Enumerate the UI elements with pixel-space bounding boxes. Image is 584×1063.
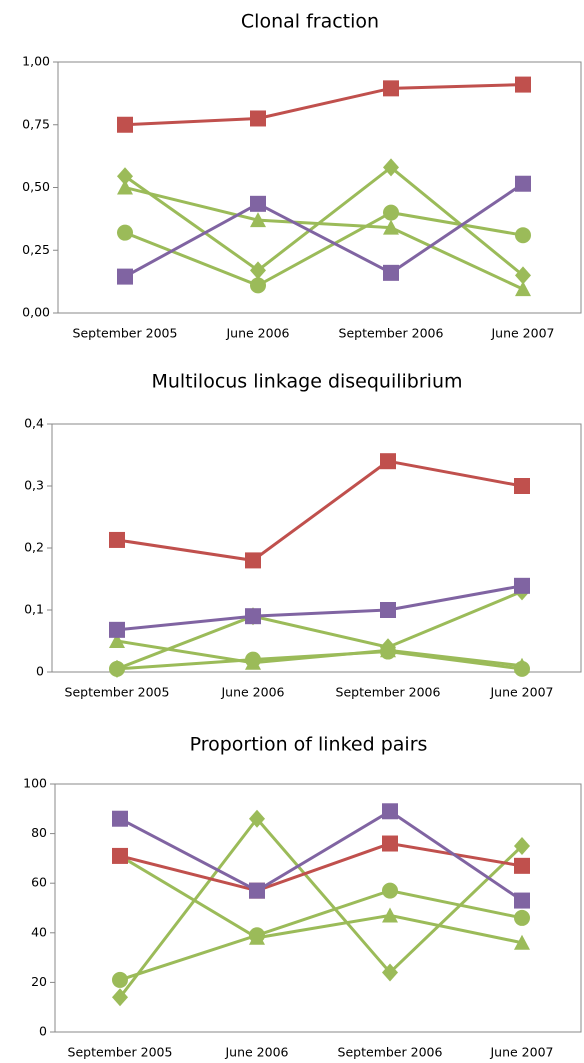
marker [382,835,398,852]
y-tick-label: 0,00 [22,305,50,320]
chart-title: Multilocus linkage disequilibrium [151,371,462,393]
marker [514,934,530,950]
x-tick-label: September 2006 [336,685,441,700]
y-tick-label: 0,1 [24,602,44,617]
marker [117,116,133,133]
marker [515,175,531,192]
x-tick-label: September 2006 [338,1045,443,1060]
marker [117,268,133,285]
series-line [116,459,523,562]
y-tick-label: 0 [39,1024,47,1039]
series-line [116,584,523,632]
marker [382,803,398,820]
marker [250,277,266,294]
marker [109,633,125,648]
y-tick-label: 80 [31,825,47,840]
marker [514,837,530,855]
marker [250,195,266,212]
y-tick-label: 20 [31,974,47,989]
marker [112,810,128,827]
x-tick-label: June 2007 [490,326,554,341]
marker [514,577,530,594]
y-tick-label: 0,3 [24,478,44,493]
marker [382,963,398,982]
y-tick-label: 0,75 [22,116,50,131]
marker [117,224,133,241]
series-line [118,816,524,999]
marker [249,927,265,944]
series-line [124,83,524,127]
marker [109,660,125,677]
x-tick-label: June 2007 [489,1045,553,1060]
marker [514,909,530,926]
marker [514,660,530,677]
marker [380,453,396,470]
marker [514,478,530,494]
marker [383,158,399,177]
plot-frame [51,423,582,673]
x-tick-label: June 2007 [489,685,553,700]
marker [250,261,266,280]
marker [383,204,399,221]
x-tick-label: June 2006 [224,1045,288,1060]
marker [515,76,531,93]
marker [245,552,261,569]
marker [380,643,396,660]
y-tick-label: 0,4 [24,416,44,431]
x-tick-label: September 2005 [68,1045,173,1060]
y-tick-label: 1,00 [22,54,50,69]
marker [380,602,396,618]
marker [383,219,399,235]
x-tick-label: September 2005 [65,685,170,700]
marker [112,847,128,864]
y-tick-label: 0,50 [22,179,50,194]
marker [383,264,399,281]
series-line [119,889,523,982]
plot-frame [54,783,582,1033]
chart-title: Proportion of linked pairs [190,734,428,756]
marker [109,531,125,548]
series-line [124,182,524,278]
x-tick-label: September 2005 [73,326,178,341]
y-tick-label: 100 [23,776,47,791]
marker [383,80,399,97]
series-line [119,854,523,945]
marker [515,227,531,244]
marker [250,212,266,228]
marker [514,857,530,874]
y-tick-label: 0 [36,664,44,679]
marker [382,907,398,923]
series-line [124,186,524,291]
marker [112,988,128,1007]
marker [515,281,531,297]
marker [117,179,133,195]
x-tick-label: June 2006 [225,326,289,341]
marker [112,971,128,988]
y-tick-label: 40 [31,924,47,939]
marker [245,608,261,625]
marker [382,882,398,899]
y-tick-label: 0,25 [22,242,50,257]
y-tick-label: 0,2 [24,540,44,555]
series-line [124,165,524,277]
plot-frame [57,61,582,314]
series-line [124,211,524,288]
marker [514,892,530,909]
marker [117,167,133,186]
marker [249,809,265,828]
chart-title: Clonal fraction [241,11,379,33]
x-tick-label: June 2006 [220,685,284,700]
series-line [116,650,523,671]
series-line [119,809,523,902]
marker [109,621,125,638]
y-tick-label: 60 [31,875,47,890]
series-line [116,590,523,671]
marker [250,110,266,127]
marker [515,266,531,285]
marker [249,882,265,899]
x-tick-label: September 2006 [339,326,444,341]
marker [245,651,261,668]
